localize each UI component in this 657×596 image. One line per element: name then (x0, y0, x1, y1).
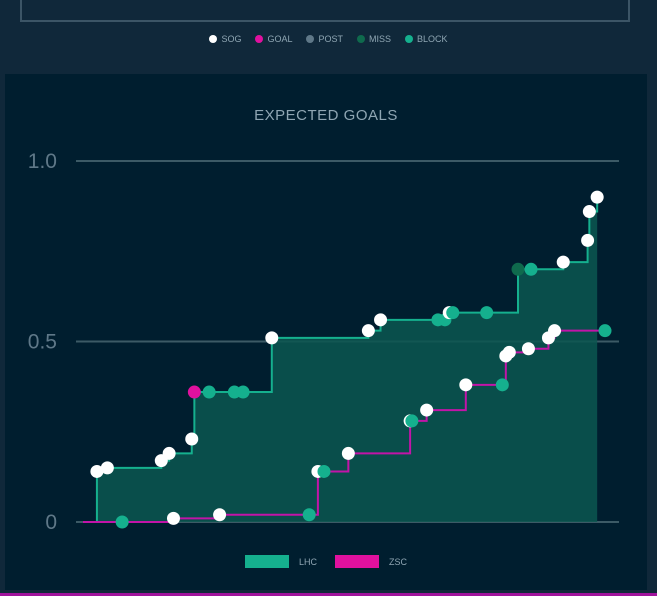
shot-point-zsc-11 (495, 378, 509, 392)
shot-point-lhc-8 (236, 385, 250, 399)
shot-point-zsc-6 (341, 446, 355, 460)
shot-point-lhc-11 (374, 313, 388, 327)
shot-point-zsc-13 (502, 345, 516, 359)
shot-point-lhc-4 (185, 432, 199, 446)
legend-label-post: POST (318, 34, 343, 44)
shot-point-zsc-2 (213, 508, 227, 522)
shot-point-lhc-17 (511, 262, 525, 276)
legend-label-goal: GOAL (267, 34, 293, 44)
shot-point-zsc-8 (405, 414, 419, 428)
legend-item-sog[interactable]: SOG (209, 34, 241, 44)
shot-point-zsc-5 (317, 464, 331, 478)
shot-type-legend: SOG GOAL POST MISS BLOCK (0, 34, 657, 44)
shot-point-zsc-0 (115, 515, 129, 529)
legend-item-post[interactable]: POST (306, 34, 343, 44)
top-panel-frame (20, 0, 630, 22)
legend-label-miss: MISS (369, 34, 392, 44)
shot-point-lhc-19 (556, 255, 570, 269)
legend-label-lhc: LHC (298, 556, 317, 567)
shot-point-lhc-0 (90, 464, 104, 478)
miss-dot-icon (357, 35, 365, 43)
chart-title: EXPECTED GOALS (254, 107, 398, 124)
shot-point-lhc-20 (581, 233, 595, 247)
lhc-swatch (244, 555, 289, 568)
shot-point-zsc-10 (459, 378, 473, 392)
shot-point-lhc-18 (524, 262, 538, 276)
shot-point-zsc-1 (166, 511, 180, 525)
shot-point-zsc-9 (420, 403, 434, 417)
y-tick-label-0: 0 (45, 511, 57, 534)
shot-point-lhc-1 (100, 461, 114, 475)
shot-point-lhc-3 (162, 446, 176, 460)
zsc-swatch (335, 555, 379, 568)
legend-label-sog: SOG (221, 34, 242, 44)
shot-point-lhc-5 (187, 385, 201, 399)
bottom-accent-bar (0, 593, 657, 596)
shot-point-lhc-9 (265, 331, 279, 345)
y-tick-label-2: 1.0 (28, 150, 57, 173)
shot-point-lhc-6 (202, 385, 216, 399)
legend-item-miss[interactable]: MISS (357, 34, 391, 44)
legend-label-zsc: ZSC (389, 556, 407, 567)
expected-goals-chart: EXPECTED GOALS 0 0.5 1.0 LHC ZSC (5, 74, 647, 590)
goal-dot-icon (255, 35, 264, 43)
y-tick-label-1: 0.5 (28, 331, 57, 354)
legend-item-goal[interactable]: GOAL (255, 34, 292, 44)
shot-point-lhc-15 (446, 306, 460, 320)
chart-plot-area: 0 0.5 1.0 (28, 150, 619, 534)
post-dot-icon (306, 35, 315, 43)
shot-point-lhc-16 (480, 306, 494, 320)
sog-dot-icon (209, 35, 218, 43)
shot-point-lhc-21 (582, 205, 596, 219)
legend-label-block: BLOCK (417, 34, 448, 44)
legend-item-zsc[interactable]: ZSC (335, 555, 407, 568)
shot-point-zsc-3 (302, 508, 316, 522)
shot-point-zsc-16 (548, 324, 562, 338)
shot-point-zsc-14 (521, 342, 535, 356)
legend-item-block[interactable]: BLOCK (405, 34, 448, 44)
series-area-lhc (83, 197, 598, 522)
shot-point-zsc-17 (598, 324, 612, 338)
legend-item-lhc[interactable]: LHC (244, 555, 317, 568)
shot-point-lhc-22 (590, 190, 604, 204)
block-dot-icon (405, 35, 414, 43)
team-legend: LHC ZSC (5, 555, 647, 568)
shot-point-lhc-10 (361, 324, 375, 338)
